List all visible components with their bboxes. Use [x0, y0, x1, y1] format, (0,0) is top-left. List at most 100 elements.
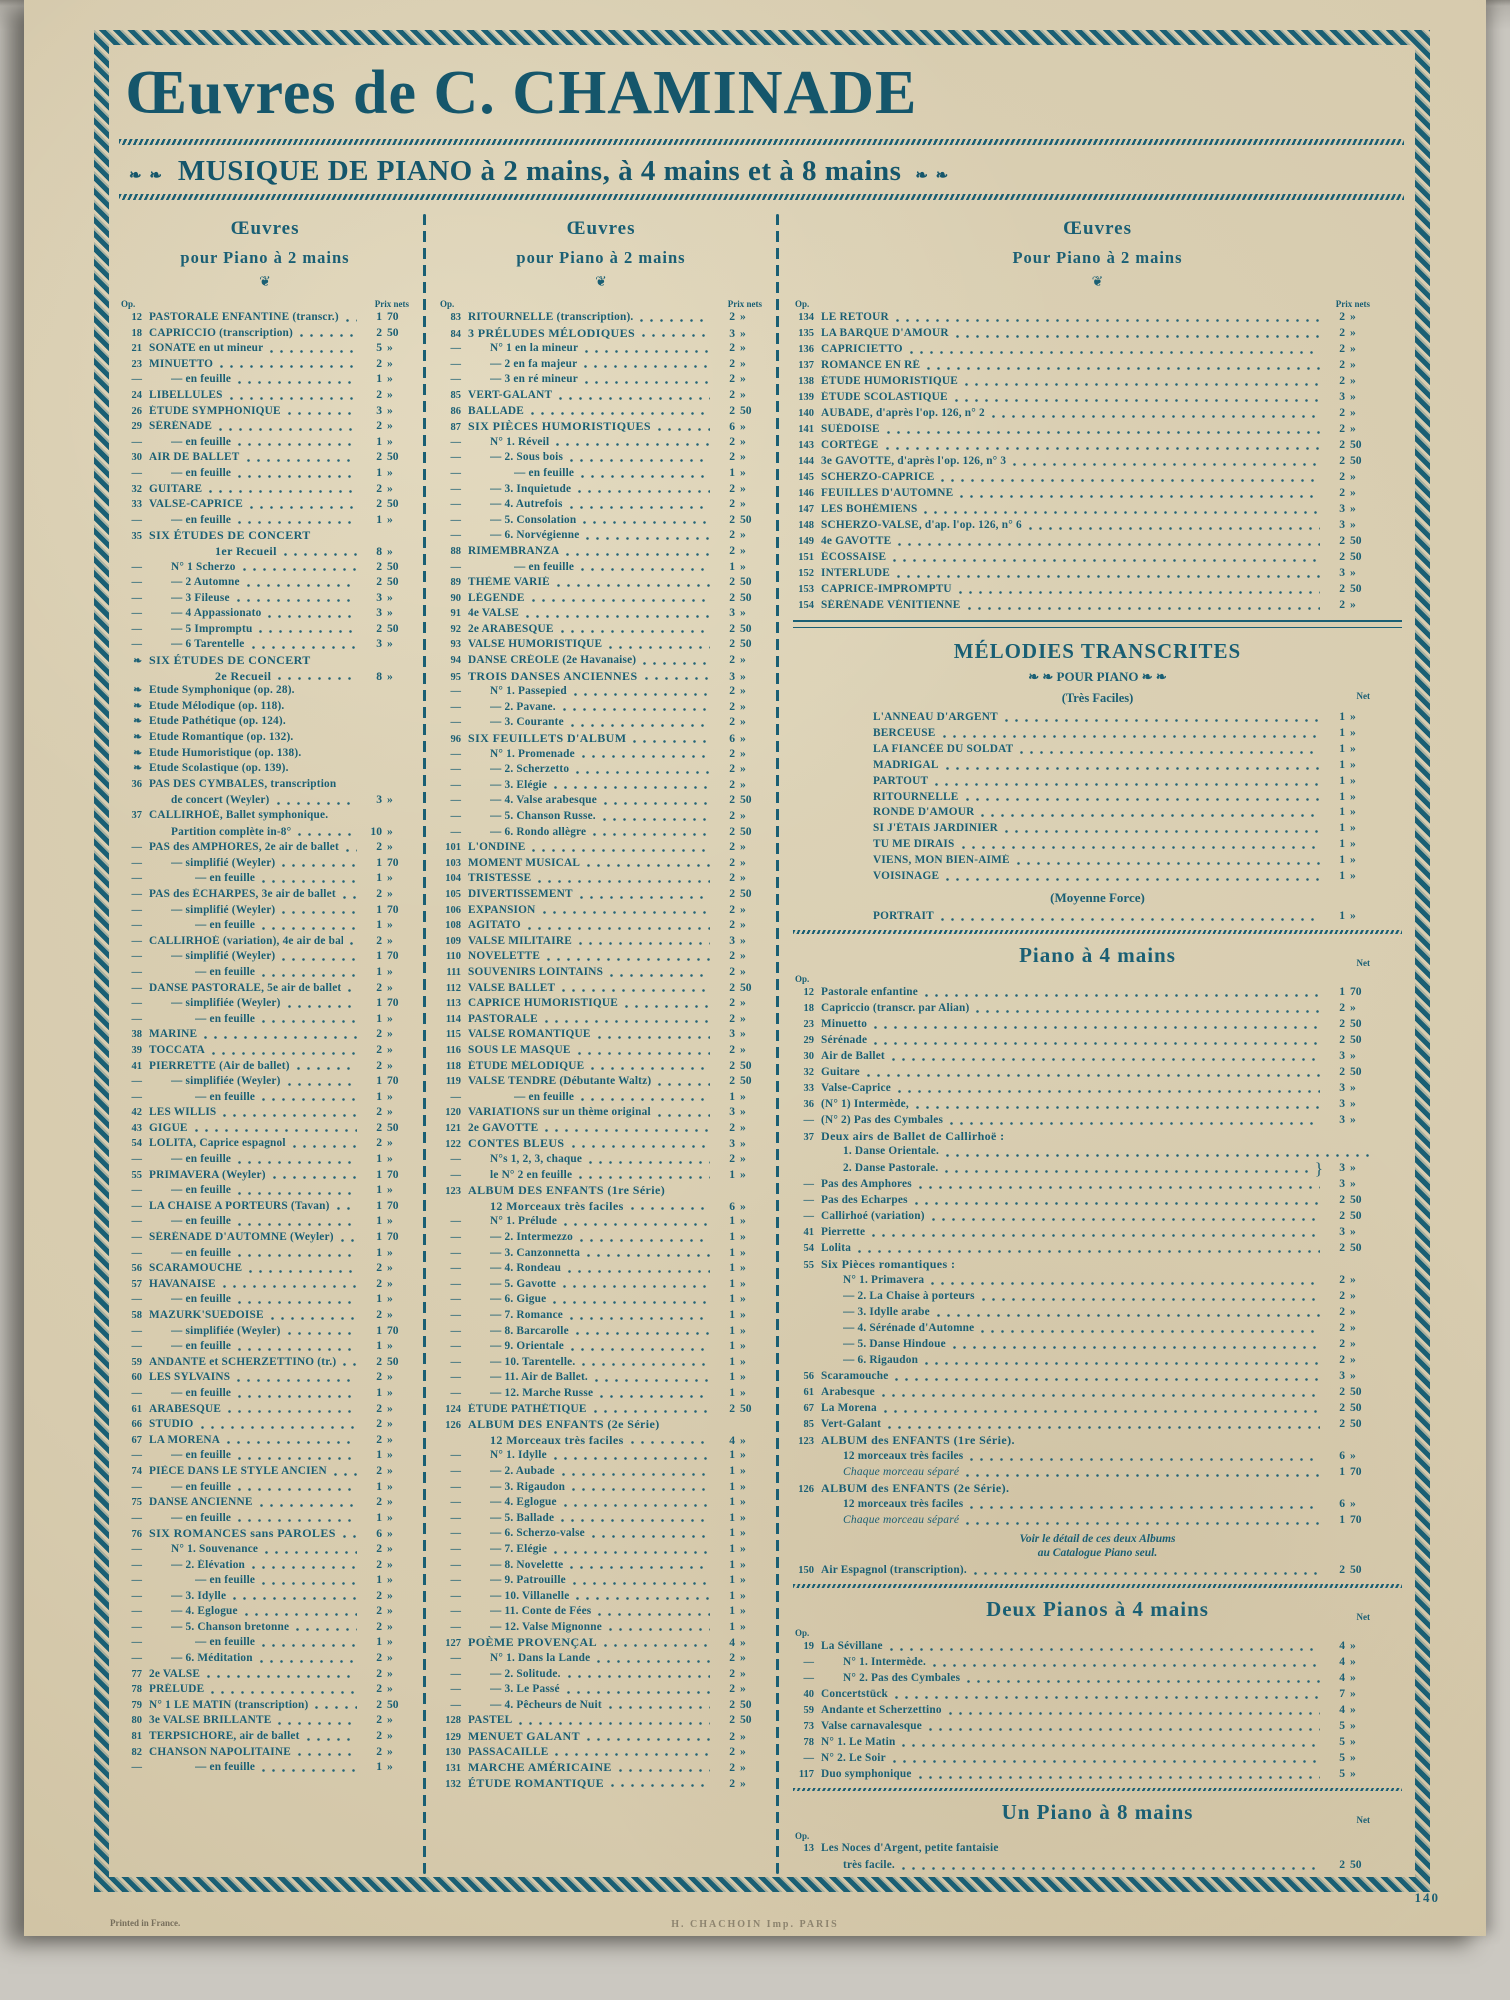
price-cents: »	[387, 481, 393, 495]
dot-leader	[658, 1082, 710, 1087]
price-cents: 50	[1350, 1209, 1362, 1223]
price-cents: »	[387, 1510, 393, 1524]
dot-leader	[570, 724, 710, 729]
price-cents: 50	[387, 1120, 399, 1134]
price-francs: 1	[729, 1089, 735, 1103]
dot-leader	[602, 817, 710, 822]
section-title: Piano à 4 mains	[1019, 943, 1176, 968]
catalog-row: — 4. Sérénade d'Automne 2»	[791, 1321, 1404, 1337]
dot-leader	[527, 926, 710, 931]
price-cents: »	[387, 341, 393, 355]
work-title: 2e VALSE	[149, 1667, 201, 1680]
column-divider	[776, 214, 779, 1874]
catalog-row: 13 Les Noces d'Argent, petite fantaisie	[791, 1842, 1404, 1858]
work-title: 12 Morceaux très faciles	[490, 1432, 624, 1447]
catalog-row: — — 2 Automne 2 50	[119, 575, 411, 591]
catalog-row: 67 LA MORENA 2»	[119, 1433, 411, 1449]
work-title: CHANSON NAPOLITAINE	[149, 1745, 291, 1758]
price-cents: »	[387, 1588, 393, 1602]
opus-label: Op.	[121, 299, 136, 309]
price-cents: »	[740, 840, 746, 854]
price-francs: 3	[729, 1105, 735, 1119]
catalog-row: 37 Deux airs de Ballet de Callirhoë :	[791, 1129, 1404, 1145]
price-cents: 50	[1350, 1017, 1362, 1031]
work-title: — en feuille	[195, 1636, 256, 1649]
price-francs: 5	[1339, 1734, 1345, 1748]
price-cents: »	[740, 1308, 746, 1321]
price-cents: »	[1350, 310, 1356, 323]
opus-number: 146	[798, 487, 814, 499]
price-francs: 1	[729, 1604, 735, 1618]
fleuron-ornament-icon: ❦	[259, 275, 271, 290]
work-title: — 9. Patrouille	[490, 1574, 566, 1587]
page-title: Œuvres de C. CHAMINADE	[125, 59, 918, 127]
opus-label: Op.	[795, 299, 810, 309]
dot-leader	[970, 1505, 1320, 1510]
price-francs: 1	[376, 855, 382, 869]
dot-leader	[554, 786, 710, 791]
opus-number: 145	[798, 471, 814, 483]
catalog-row: 54 LOLITA, Caprice espagnol 2»	[119, 1136, 411, 1152]
catalog-row: — Callirhoé (variation) 2 50	[791, 1209, 1404, 1225]
price-francs: 2	[729, 949, 735, 963]
work-title: — en feuille	[195, 1012, 256, 1025]
dot-leader	[252, 1566, 357, 1571]
price-cents: »	[1350, 485, 1356, 499]
price-cents: »	[387, 1713, 393, 1727]
dot-leader	[555, 1753, 710, 1758]
column-heading-line1: Œuvres	[1063, 218, 1132, 239]
price-cents: 70	[1350, 1512, 1362, 1526]
catalog-row: 36 PAS DES CYMBALES, transcription	[119, 778, 411, 794]
dot-leader	[262, 1768, 357, 1773]
opus-number: ❧	[133, 763, 142, 775]
price-francs: 2	[1339, 1033, 1345, 1047]
work-title: — 3. Idylle	[171, 1589, 227, 1602]
catalog-row: — — en feuille 1»	[119, 372, 411, 388]
price-cents: »	[740, 356, 746, 370]
opus-number: 85	[803, 1418, 815, 1430]
opus-number: ❧	[133, 700, 142, 712]
catalog-row: 109 VALSE MILITAIRE 3»	[438, 934, 764, 950]
price-francs: 2	[376, 1729, 382, 1743]
dot-leader	[566, 552, 710, 557]
price-cents: »	[1350, 1654, 1356, 1668]
opus-number: 35	[131, 531, 143, 543]
price-francs: 2	[1339, 1209, 1345, 1223]
work-title: MARCHE AMÉRICAINE	[468, 1760, 612, 1775]
catalog-row: — — en feuille 1»	[119, 1246, 411, 1262]
opus-number: 82	[131, 1746, 143, 1758]
price-cents: »	[387, 1042, 393, 1056]
price-francs: 1	[1339, 725, 1345, 739]
price-francs: 1	[376, 1635, 382, 1649]
price-francs: 2	[1339, 1289, 1345, 1302]
catalog-row: — N° 1. Promenade 2»	[438, 747, 764, 763]
price-cents: »	[387, 980, 393, 994]
price-cents: »	[387, 1666, 393, 1680]
column-heading: Œuvres pour Piano à 2 mains ❦	[438, 218, 764, 291]
price-cents: »	[387, 1729, 393, 1743]
catalog-row: 58 MAZURK'SUEDOISE 2»	[119, 1308, 411, 1324]
opus-number: 75	[131, 1497, 143, 1509]
dot-leader	[571, 1145, 710, 1150]
price-cents: »	[740, 1776, 746, 1790]
price-cents: »	[1350, 597, 1356, 611]
dot-leader	[955, 334, 1320, 339]
dot-leader	[223, 1113, 357, 1118]
work-title: GIGUE	[149, 1121, 188, 1134]
dot-leader	[262, 1098, 357, 1103]
work-title: N° 1. Primavera	[843, 1274, 925, 1287]
work-title: PAS des ÉCHARPES, 3e air de ballet	[149, 887, 336, 900]
dot-leader	[573, 692, 710, 697]
work-title: INTERLUDE	[821, 566, 890, 579]
opus-number: —	[450, 1668, 462, 1680]
work-title: Etude Mélodique (op. 118).	[149, 699, 285, 712]
price-cents: 50	[740, 1713, 752, 1727]
dot-leader	[207, 1675, 357, 1680]
opus-label: Op.	[795, 1831, 810, 1842]
dot-leader	[262, 1020, 357, 1025]
price-cents: »	[387, 1479, 393, 1493]
opus-number: —	[131, 1653, 143, 1665]
price-francs: 8	[376, 544, 382, 558]
opus-number: 126	[798, 1483, 814, 1495]
opus-number: 87	[450, 422, 462, 434]
